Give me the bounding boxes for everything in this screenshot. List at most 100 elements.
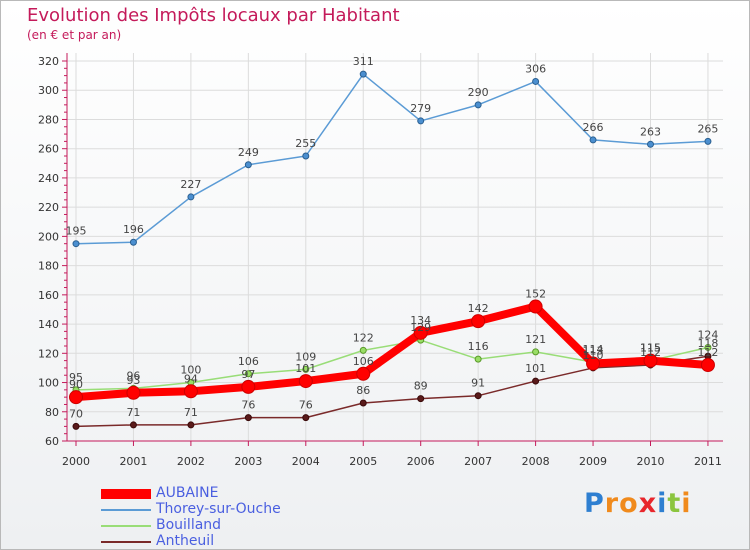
logo-letter: t (667, 488, 682, 519)
data-point-antheuil (417, 395, 425, 403)
x-tick-label: 2003 (234, 455, 262, 468)
data-point-bouilland (359, 346, 367, 354)
line-chart: 60 80 100 120 140 160 180 200 220 240 260 280 300 320… (38, 53, 723, 468)
legend-label: Thorey-sur-Ouche (156, 501, 281, 517)
logo-letter: o (619, 488, 639, 519)
data-point-thorey-sur-ouche (647, 140, 654, 148)
legend-swatch (101, 489, 151, 499)
data-label-thorey-sur-ouche: 290 (468, 86, 489, 99)
data-label-bouilland: 121 (525, 333, 546, 346)
data-label-aubaine: 142 (468, 302, 489, 315)
legend-label: Antheuil (156, 533, 215, 549)
proxiti-logo: Proxiti (584, 488, 692, 519)
x-tick-label: 2004 (292, 455, 320, 468)
data-label-antheuil: 76 (299, 399, 313, 412)
data-label-aubaine: 112 (697, 346, 718, 359)
data-label-antheuil: 112 (640, 346, 661, 359)
data-point-thorey-sur-ouche (704, 137, 712, 145)
data-label-antheuil: 70 (69, 407, 83, 420)
chart-legend: AUBAINE Thorey-sur-Ouche Bouilland Antheuil (101, 485, 401, 550)
x-tick-label: 2000 (62, 455, 90, 468)
data-point-thorey-sur-ouche (244, 161, 252, 169)
chart-subtitle: (en € et par an) (27, 28, 122, 42)
data-point-aubaine (528, 299, 543, 314)
data-label-bouilland: 96 (126, 369, 140, 382)
logo-letter: i (657, 488, 668, 519)
data-point-thorey-sur-ouche (187, 193, 195, 201)
x-tick-label: 2011 (694, 455, 722, 468)
y-tick-label: 260 (38, 143, 59, 156)
y-tick-label: 140 (38, 318, 59, 331)
data-point-thorey-sur-ouche (359, 70, 367, 78)
data-label-aubaine: 97 (241, 368, 255, 381)
y-tick-label: 120 (38, 347, 59, 360)
data-label-antheuil: 71 (184, 406, 198, 419)
data-label-aubaine: 93 (126, 374, 140, 387)
data-point-antheuil (474, 392, 482, 400)
data-label-antheuil: 71 (126, 406, 140, 419)
data-label-aubaine: 134 (410, 314, 431, 327)
y-tick-label: 100 (38, 377, 59, 390)
y-tick-label: 60 (45, 435, 59, 448)
data-point-aubaine (126, 385, 141, 400)
data-point-thorey-sur-ouche (589, 136, 597, 144)
legend-item: AUBAINE (101, 485, 401, 502)
legend-item: Antheuil (101, 533, 401, 550)
data-label-bouilland: 116 (468, 340, 489, 353)
data-label-bouilland: 106 (238, 355, 259, 368)
y-tick-label: 200 (38, 230, 59, 243)
data-point-aubaine (413, 325, 428, 340)
data-label-thorey-sur-ouche: 263 (640, 125, 661, 138)
data-point-antheuil (187, 421, 195, 429)
data-point-antheuil (302, 414, 310, 422)
series-line-aubaine (72, 302, 712, 402)
data-label-thorey-sur-ouche: 249 (238, 146, 259, 159)
data-label-thorey-sur-ouche: 279 (410, 102, 431, 115)
series-line-thorey-sur-ouche (75, 73, 709, 245)
data-point-antheuil (129, 421, 137, 429)
data-label-antheuil: 89 (414, 380, 428, 393)
data-point-antheuil (532, 377, 540, 385)
logo-letter: r (604, 488, 620, 519)
data-point-bouilland (244, 370, 252, 378)
data-label-aubaine: 113 (583, 345, 604, 358)
chart-title: Evolution des Impôts locaux par Habitant (27, 5, 400, 26)
data-label-bouilland: 109 (295, 350, 316, 363)
y-tick-label: 240 (38, 172, 59, 185)
data-point-thorey-sur-ouche (532, 77, 540, 85)
data-label-thorey-sur-ouche: 195 (66, 225, 87, 238)
data-point-thorey-sur-ouche (417, 117, 425, 125)
x-tick-label: 2009 (579, 455, 607, 468)
logo-letter: i (681, 488, 692, 519)
data-label-antheuil: 101 (525, 362, 546, 375)
data-label-aubaine: 94 (184, 372, 198, 385)
logo-letter: P (584, 488, 605, 519)
data-point-thorey-sur-ouche (72, 240, 80, 248)
data-label-antheuil: 118 (697, 337, 718, 350)
data-label-antheuil: 91 (471, 377, 485, 390)
data-label-aubaine: 106 (353, 355, 374, 368)
data-label-thorey-sur-ouche: 265 (697, 122, 718, 135)
data-point-aubaine (643, 353, 658, 368)
legend-swatch (101, 541, 151, 543)
data-point-aubaine (471, 314, 486, 329)
data-label-thorey-sur-ouche: 196 (123, 223, 144, 236)
data-label-thorey-sur-ouche: 255 (295, 137, 316, 150)
y-tick-label: 160 (38, 289, 59, 302)
legend-swatch (101, 509, 151, 511)
x-tick-label: 2006 (407, 455, 435, 468)
data-point-aubaine (183, 384, 198, 399)
data-label-aubaine: 115 (640, 342, 661, 355)
data-point-bouilland (474, 355, 482, 363)
data-point-aubaine (700, 358, 715, 372)
data-label-antheuil: 86 (356, 384, 370, 397)
data-label-bouilland: 95 (69, 371, 83, 384)
data-point-antheuil (359, 399, 367, 407)
data-point-bouilland (532, 348, 540, 356)
data-point-antheuil (72, 422, 80, 430)
y-tick-label: 80 (45, 406, 59, 419)
y-tick-label: 180 (38, 260, 59, 273)
data-point-aubaine (586, 356, 601, 371)
data-label-thorey-sur-ouche: 311 (353, 55, 374, 68)
